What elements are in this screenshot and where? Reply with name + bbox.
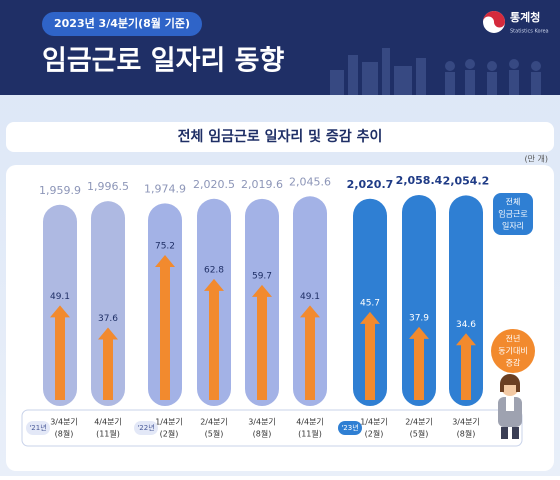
skyline — [330, 48, 541, 95]
total-label: 2,058.4 — [396, 174, 443, 187]
total-label: 2,054.2 — [443, 174, 490, 187]
label-strip — [21, 409, 523, 447]
character — [498, 374, 522, 439]
month-label: (11월) — [96, 429, 120, 439]
change-label: 34.6 — [456, 320, 476, 330]
total-label: 2,020.5 — [193, 178, 235, 191]
change-label: 49.1 — [300, 292, 320, 302]
change-arrow — [98, 327, 118, 400]
change-arrow — [360, 311, 380, 400]
month-label: (8월) — [253, 429, 272, 439]
logo-red — [483, 11, 505, 28]
year-badge: '21년 — [29, 423, 46, 432]
total-label: 2,019.6 — [241, 178, 283, 191]
change-label: 75.2 — [155, 242, 175, 252]
total-label: 2,045.6 — [289, 175, 331, 188]
legend-change-dot — [491, 329, 535, 373]
change-arrow — [409, 326, 429, 400]
period-label: 3/4분기 — [248, 418, 276, 427]
header-title: 임금근로 일자리 동향 — [42, 46, 285, 77]
legend-change: 동기대비 — [498, 347, 527, 356]
month-label: (5월) — [205, 429, 224, 439]
period-label: 1/4분기 — [155, 418, 183, 427]
period-label: 4/4분기 — [296, 418, 324, 427]
change-label: 49.1 — [50, 292, 70, 302]
year-badge-bg — [338, 421, 362, 435]
total-bar — [91, 201, 125, 406]
period-label: 2/4분기 — [405, 418, 433, 427]
month-label: (2월) — [160, 429, 179, 439]
change-arrow — [204, 278, 224, 400]
header-badge-bg — [42, 12, 202, 36]
month-label: (11월) — [298, 429, 322, 439]
legend-total-box — [493, 193, 533, 235]
change-arrow — [50, 305, 70, 400]
change-label: 59.7 — [252, 271, 272, 281]
plot: 1,959.9 49.1 3/4분기 (8월) 1,996.5 37.6 4/4분기 (11월… — [26, 174, 535, 439]
month-label: (2월) — [365, 429, 384, 439]
change-arrow — [300, 305, 320, 400]
period-label: 3/4분기 — [50, 418, 78, 427]
change-label: 37.6 — [98, 314, 118, 324]
year-badge: '22년 — [137, 423, 154, 432]
total-bar — [449, 195, 483, 406]
logo-sub: Statistics Korea — [510, 29, 549, 35]
period-label: 1/4분기 — [360, 418, 388, 427]
month-label: (8월) — [457, 429, 476, 439]
year-badge-bg — [26, 421, 50, 435]
month-label: (5월) — [410, 429, 429, 439]
period-label: 2/4분기 — [200, 418, 228, 427]
total-bar — [402, 195, 436, 406]
legend-change: 증감 — [506, 358, 521, 368]
total-label: 1,996.5 — [87, 180, 129, 193]
total-label: 1,974.9 — [144, 182, 186, 195]
header-badge: 2023년 3/4분기(8월 기준) — [54, 16, 190, 30]
total-bar — [353, 198, 387, 406]
change-arrow — [252, 284, 272, 400]
logo-name: 통계청 — [510, 10, 540, 24]
year-badge-bg — [134, 421, 158, 435]
change-label: 45.7 — [360, 298, 380, 308]
total-label: 1,959.9 — [39, 184, 81, 197]
month-label: (8월) — [55, 429, 74, 439]
legend-total: 전체 — [506, 197, 521, 207]
period-label: 4/4분기 — [94, 418, 122, 427]
change-label: 37.9 — [409, 313, 429, 323]
change-arrow — [456, 333, 476, 400]
period-label: 3/4분기 — [452, 418, 480, 427]
year-badge: '23년 — [341, 423, 358, 432]
subtitle-bar — [6, 122, 554, 152]
legend-change: 전년 — [506, 334, 521, 344]
unit: (만 개) — [524, 154, 548, 164]
total-label: 2,020.7 — [347, 178, 394, 191]
legend-total: 임금근로 — [498, 210, 527, 219]
change-arrow — [155, 255, 175, 400]
legend-total: 일자리 — [502, 222, 524, 231]
chart-title: 전체 임금근로 일자리 및 증감 추이 — [178, 128, 383, 145]
total-bar — [293, 196, 327, 406]
change-label: 62.8 — [204, 265, 224, 275]
